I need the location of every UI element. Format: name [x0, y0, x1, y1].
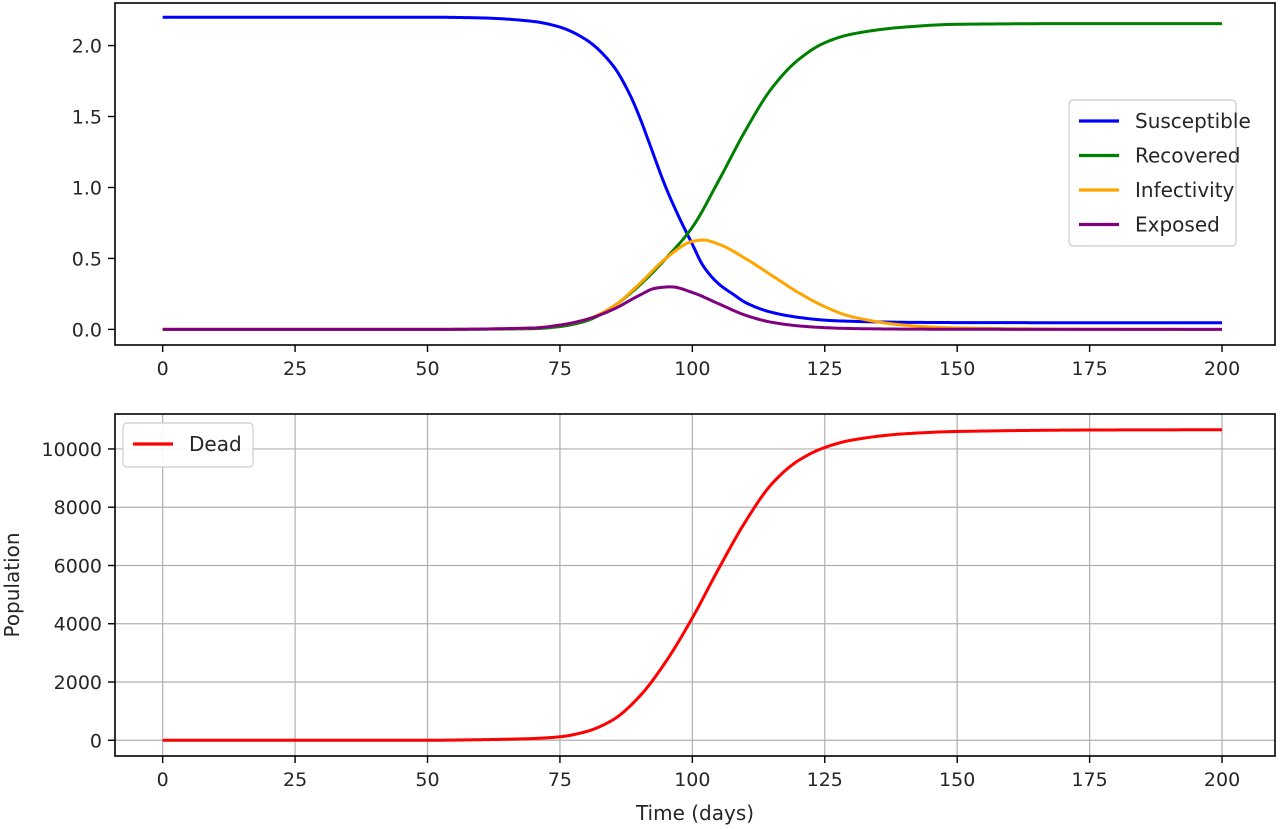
x-tick-label: 75 — [548, 358, 572, 380]
y-axis-label: Population — [0, 532, 24, 637]
y-tick-label: 10000 — [42, 439, 102, 461]
series-line-infectivity — [162, 238, 1223, 331]
legend-box — [1068, 99, 1237, 247]
x-tick-label: 100 — [674, 358, 710, 380]
y-tick-label: 1.5 — [72, 107, 102, 129]
x-tick-label: 200 — [1204, 769, 1240, 791]
y-tick-label: 0.5 — [72, 248, 102, 270]
series-line-susceptible — [162, 15, 1223, 325]
legend: Susceptible Recovered Infectivity Exposed — [1068, 99, 1251, 247]
y-tick-label: 1.0 — [72, 177, 102, 199]
y-tick-label: 2.0 — [72, 36, 102, 58]
x-tick-label: 175 — [1071, 358, 1107, 380]
x-tick-label: 150 — [939, 769, 975, 791]
series-line-dead — [162, 428, 1223, 742]
legend-box — [122, 422, 254, 468]
x-tick-label: 0 — [157, 358, 169, 380]
x-tick-label: 75 — [548, 769, 572, 791]
legend-label-infectivity: Infectivity — [1135, 178, 1235, 202]
x-axis-label: Time (days) — [635, 801, 754, 825]
x-tick-label: 25 — [283, 358, 307, 380]
series-line-recovered — [162, 22, 1223, 331]
x-tick-label: 125 — [807, 358, 843, 380]
legend-label-recovered: Recovered — [1135, 144, 1240, 168]
axes-frame — [114, 413, 1276, 757]
series-line-exposed — [162, 285, 1223, 331]
x-tick-label: 150 — [939, 358, 975, 380]
x-tick-label: 125 — [807, 769, 843, 791]
x-tick-label: 25 — [283, 769, 307, 791]
x-tick-label: 200 — [1204, 358, 1240, 380]
legend: Dead — [122, 422, 254, 468]
chart-top: 0 25 50 75 100 125 150 175 200 0.0 0.5 1.0 1.5 2.0 Sus… — [72, 2, 1276, 380]
x-tick-label: 0 — [157, 769, 169, 791]
y-tick-label: 2000 — [54, 672, 102, 694]
chart-bottom: 0 25 50 75 100 125 150 175 200020004000600080001… — [0, 413, 1276, 825]
x-tick-label: 50 — [415, 358, 439, 380]
legend-label-exposed: Exposed — [1135, 213, 1220, 237]
y-tick-label: 6000 — [54, 555, 102, 577]
legend-label-susceptible: Susceptible — [1135, 109, 1251, 133]
x-tick-label: 50 — [415, 769, 439, 791]
legend-label-dead: Dead — [189, 432, 242, 456]
x-tick-label: 175 — [1071, 769, 1107, 791]
y-tick-label: 0 — [90, 730, 102, 752]
axes-frame — [114, 2, 1276, 346]
x-tick-label: 100 — [674, 769, 710, 791]
y-tick-label: 8000 — [54, 497, 102, 519]
y-tick-label: 4000 — [54, 614, 102, 636]
y-tick-label: 0.0 — [72, 319, 102, 341]
